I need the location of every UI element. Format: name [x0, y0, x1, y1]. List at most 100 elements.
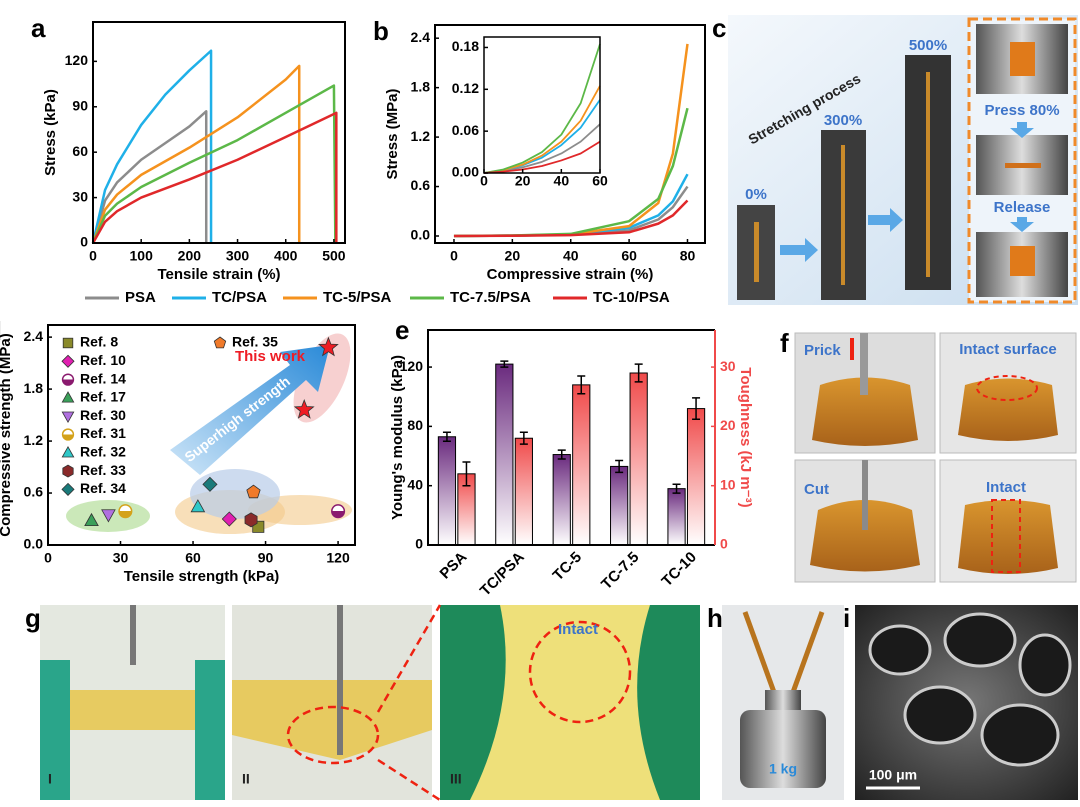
y-tick-label: 2.4	[411, 29, 431, 45]
panel-label: a	[31, 13, 46, 43]
legend-label: Ref. 14	[80, 370, 126, 386]
y-tick-label: 2.4	[24, 328, 44, 344]
panel-label: c	[712, 13, 726, 43]
x-tick-label: TC-10	[658, 549, 699, 590]
legend-label: TC-10/PSA	[593, 289, 670, 306]
y-tick-label: 0.12	[452, 80, 479, 96]
legend-marker	[61, 482, 75, 496]
error-bar	[500, 360, 509, 368]
sample	[1010, 42, 1035, 76]
bar	[610, 465, 629, 546]
sample	[926, 72, 930, 277]
x-tick-label: 0	[450, 248, 458, 264]
weight	[765, 690, 801, 710]
x-tick-label: 20	[515, 173, 531, 189]
y2-tick-label: 0	[720, 536, 728, 552]
group-highlight	[293, 333, 351, 423]
plot-frame	[92, 21, 346, 244]
series-line	[483, 140, 601, 174]
zoom-line	[376, 604, 442, 713]
legend-label: Ref. 32	[80, 444, 126, 460]
film	[40, 690, 225, 730]
x-tick-label: 60	[592, 173, 608, 189]
y2-tick-label: 30	[720, 358, 736, 374]
pore	[1018, 633, 1072, 697]
photo-text: Cut	[804, 481, 829, 498]
marker	[331, 504, 346, 519]
y-tick-label: 40	[407, 476, 423, 492]
series-line	[91, 84, 337, 244]
photo-text: 100 μm	[869, 767, 917, 783]
legend-marker	[62, 464, 74, 478]
error-bar	[519, 431, 528, 445]
blade	[862, 460, 868, 530]
sample	[1010, 246, 1035, 276]
sample	[812, 377, 918, 446]
x-axis-label: Compressive strain (%)	[487, 266, 654, 283]
pore	[868, 624, 932, 676]
bar	[686, 408, 706, 546]
series-line	[91, 49, 213, 244]
y-tick-label: 1.8	[411, 78, 431, 94]
photo-text: I	[48, 771, 52, 787]
plot-frame	[434, 24, 706, 244]
legend-label: PSA	[125, 289, 156, 306]
error-bar	[634, 363, 643, 383]
sample	[958, 378, 1058, 441]
panel-label: b	[373, 16, 389, 46]
photo-text: 0%	[745, 186, 767, 203]
bar	[552, 454, 571, 546]
legend-label: Ref. 30	[80, 407, 126, 423]
y2-tick-label: 20	[720, 417, 736, 433]
x-tick-label: 0	[44, 550, 52, 566]
pore	[943, 612, 1017, 668]
panel-label: g	[25, 603, 41, 633]
y-tick-label: 0.18	[452, 38, 479, 54]
sample	[841, 145, 845, 285]
series-line	[91, 64, 301, 244]
error-bar	[672, 483, 681, 494]
y2-axis-label: Toughness (kJ m⁻³)	[737, 367, 754, 507]
y-tick-label: 0.00	[452, 164, 479, 180]
y-tick-label: 0.6	[411, 177, 431, 193]
photo-text: Prick	[804, 342, 841, 359]
marker	[246, 484, 261, 499]
y-tick-label: 80	[407, 417, 423, 433]
bar	[437, 436, 457, 546]
x-axis-label: Tensile strain (%)	[157, 266, 280, 283]
marker	[118, 504, 133, 519]
marker	[101, 509, 116, 523]
marker	[202, 476, 218, 492]
error-bar	[462, 461, 471, 487]
x-tick-label: 120	[326, 550, 350, 566]
sample	[810, 500, 920, 572]
error-bar	[692, 397, 701, 421]
needle	[860, 333, 868, 395]
series-line	[91, 111, 338, 244]
highlight	[528, 620, 632, 724]
x-tick-label: TC/PSA	[477, 549, 528, 600]
y-tick-label: 1.2	[411, 128, 431, 144]
y-tick-label: 0.06	[452, 122, 479, 138]
y-tick-label: 0	[415, 536, 423, 552]
x-tick-label: 20	[505, 248, 521, 264]
needle	[130, 605, 136, 665]
y-tick-label: 0.0	[24, 536, 44, 552]
inset-background	[484, 37, 600, 173]
photo-text: II	[242, 771, 250, 787]
error-bar	[615, 459, 624, 474]
marker	[318, 336, 339, 357]
x-tick-label: 100	[130, 248, 154, 264]
marker	[293, 398, 315, 419]
x-tick-label: 40	[563, 248, 579, 264]
pore	[903, 685, 977, 745]
y-axis-label: Stress (kPa)	[42, 89, 59, 176]
legend-label: Ref. 17	[80, 389, 126, 405]
panel-label: h	[707, 603, 723, 633]
y-tick-label: 0.6	[24, 484, 44, 500]
band	[742, 611, 778, 696]
photo-text: 1 kg	[769, 761, 797, 777]
x-tick-label: 0	[480, 173, 488, 189]
panel-label: f	[780, 328, 789, 358]
